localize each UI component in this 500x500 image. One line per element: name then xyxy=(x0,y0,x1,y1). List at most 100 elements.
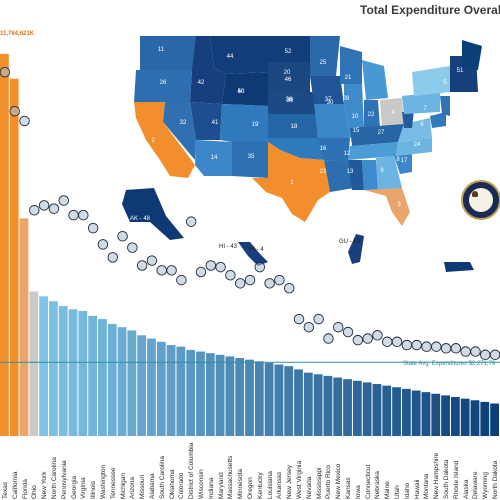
bar-michigan[interactable] xyxy=(117,327,127,436)
marker-new-mexico[interactable] xyxy=(332,321,344,333)
marker-ohio[interactable] xyxy=(29,205,40,216)
marker-connecticut[interactable] xyxy=(362,333,373,344)
marker-puerto-rico[interactable] xyxy=(323,333,334,344)
map-state-georgia[interactable] xyxy=(376,156,402,190)
bar-tennessee[interactable] xyxy=(107,323,117,436)
marker-wyoming[interactable] xyxy=(480,349,491,361)
bar-arkansas[interactable] xyxy=(274,364,284,436)
bar-utah[interactable] xyxy=(392,387,401,436)
marker-georgia[interactable] xyxy=(68,209,79,221)
marker-idaho[interactable] xyxy=(401,339,413,351)
map-state-new-jersey[interactable] xyxy=(440,96,450,116)
bar-new-mexico[interactable] xyxy=(333,377,343,436)
marker-oklahoma[interactable] xyxy=(166,265,177,276)
map-state-south-dakota[interactable] xyxy=(268,62,310,92)
bar-new-york[interactable] xyxy=(39,296,49,436)
marker-montana[interactable] xyxy=(421,341,432,352)
marker-new-york[interactable] xyxy=(38,200,50,211)
marker-louisiana[interactable] xyxy=(264,278,275,289)
bar-louisiana[interactable] xyxy=(264,362,274,436)
map-state-arkansas[interactable] xyxy=(318,138,350,162)
map-state-north-carolina[interactable] xyxy=(396,138,432,156)
marker-rhode-island[interactable] xyxy=(450,343,462,354)
map-state-kentucky[interactable] xyxy=(350,124,404,146)
marker-south-carolina[interactable] xyxy=(156,265,168,276)
bar-district-of-columbia[interactable] xyxy=(186,349,196,436)
bar-nevada[interactable] xyxy=(303,372,313,436)
bar-alaska[interactable] xyxy=(460,398,470,436)
bar-massachusetts[interactable] xyxy=(225,356,235,436)
map-state-west-virginia[interactable] xyxy=(402,110,414,128)
map-state-minnesota[interactable] xyxy=(310,36,340,76)
us-map[interactable]: 1234567891011121314151617181920212223242… xyxy=(134,36,482,226)
map-state-south-carolina[interactable] xyxy=(394,154,412,174)
bar-pennsylvania[interactable] xyxy=(58,306,68,436)
map-state-oklahoma[interactable] xyxy=(268,138,324,160)
marker-alaska[interactable] xyxy=(460,346,471,357)
bar-ohio[interactable] xyxy=(29,291,39,436)
bar-indiana[interactable] xyxy=(205,353,215,436)
map-state-tennessee[interactable] xyxy=(348,142,398,160)
map-state-kansas[interactable] xyxy=(268,114,318,138)
bar-west-virginia[interactable] xyxy=(294,369,303,436)
bar-new-hampshire[interactable] xyxy=(431,393,441,436)
marker-arizona[interactable] xyxy=(127,242,138,253)
map-state-utah[interactable] xyxy=(190,102,222,140)
bar-wyoming[interactable] xyxy=(480,401,490,436)
bar-maryland[interactable] xyxy=(215,354,225,436)
map-state-nevada[interactable] xyxy=(163,102,196,160)
bar-colorado[interactable] xyxy=(176,346,186,436)
map-state-maine[interactable] xyxy=(462,40,482,70)
marker-mississippi[interactable] xyxy=(313,313,324,325)
marker-maryland[interactable] xyxy=(215,261,226,273)
bar-minnesota[interactable] xyxy=(235,358,245,436)
bar-south-carolina[interactable] xyxy=(156,341,166,436)
puerto-rico-shape[interactable] xyxy=(444,262,474,272)
map-state-florida[interactable] xyxy=(364,188,410,226)
map-state-montana[interactable] xyxy=(210,36,268,74)
bar-california[interactable] xyxy=(9,78,19,436)
map-state-wisconsin[interactable] xyxy=(340,46,362,84)
marker-nevada[interactable] xyxy=(303,321,315,333)
marker-oregon[interactable] xyxy=(244,274,256,286)
bar-illinois[interactable] xyxy=(88,315,98,436)
marker-iowa[interactable] xyxy=(352,334,364,346)
marker-north-carolina[interactable] xyxy=(48,203,60,214)
map-state-new-york[interactable] xyxy=(412,66,450,96)
map-state-oregon[interactable] xyxy=(134,70,192,102)
bar-arizona[interactable] xyxy=(127,330,137,436)
bar-puerto-rico[interactable] xyxy=(323,375,333,436)
alaska-shape[interactable] xyxy=(122,188,184,240)
bar-idaho[interactable] xyxy=(401,388,411,436)
map-state-new-mexico[interactable] xyxy=(232,142,268,178)
bar-mississippi[interactable] xyxy=(313,374,323,436)
marker-arkansas[interactable] xyxy=(274,274,285,286)
map-state-north-dakota[interactable] xyxy=(268,36,310,62)
map-state-arizona[interactable] xyxy=(195,140,232,176)
map-state-iowa[interactable] xyxy=(310,76,344,104)
bar-delaware[interactable] xyxy=(470,400,480,436)
map-state-maryland[interactable] xyxy=(430,112,446,128)
marker-indiana[interactable] xyxy=(205,260,217,271)
bar-north-dakota[interactable] xyxy=(490,403,499,436)
marker-kentucky[interactable] xyxy=(254,261,266,273)
map-state-missouri[interactable] xyxy=(314,104,350,138)
bar-florida[interactable] xyxy=(19,218,29,436)
map-state-wyoming[interactable] xyxy=(222,72,268,106)
bar-kentucky[interactable] xyxy=(254,361,264,436)
marker-hawaii[interactable] xyxy=(411,339,422,351)
marker-illinois[interactable] xyxy=(87,222,99,234)
bar-maine[interactable] xyxy=(382,385,392,436)
bar-oregon[interactable] xyxy=(245,359,254,436)
map-state-texas[interactable] xyxy=(252,142,330,222)
bar-nebraska[interactable] xyxy=(372,384,382,436)
map-state-nebraska[interactable] xyxy=(268,92,316,114)
marker-kansas[interactable] xyxy=(342,326,354,338)
marker-michigan[interactable] xyxy=(117,230,128,242)
map-state-washington[interactable] xyxy=(140,36,196,70)
map-state-michigan[interactable] xyxy=(362,60,388,100)
marker-colorado[interactable] xyxy=(176,274,187,286)
bar-georgia[interactable] xyxy=(68,309,78,436)
marker-west-virginia[interactable] xyxy=(293,313,305,325)
bar-oklahoma[interactable] xyxy=(166,345,176,436)
